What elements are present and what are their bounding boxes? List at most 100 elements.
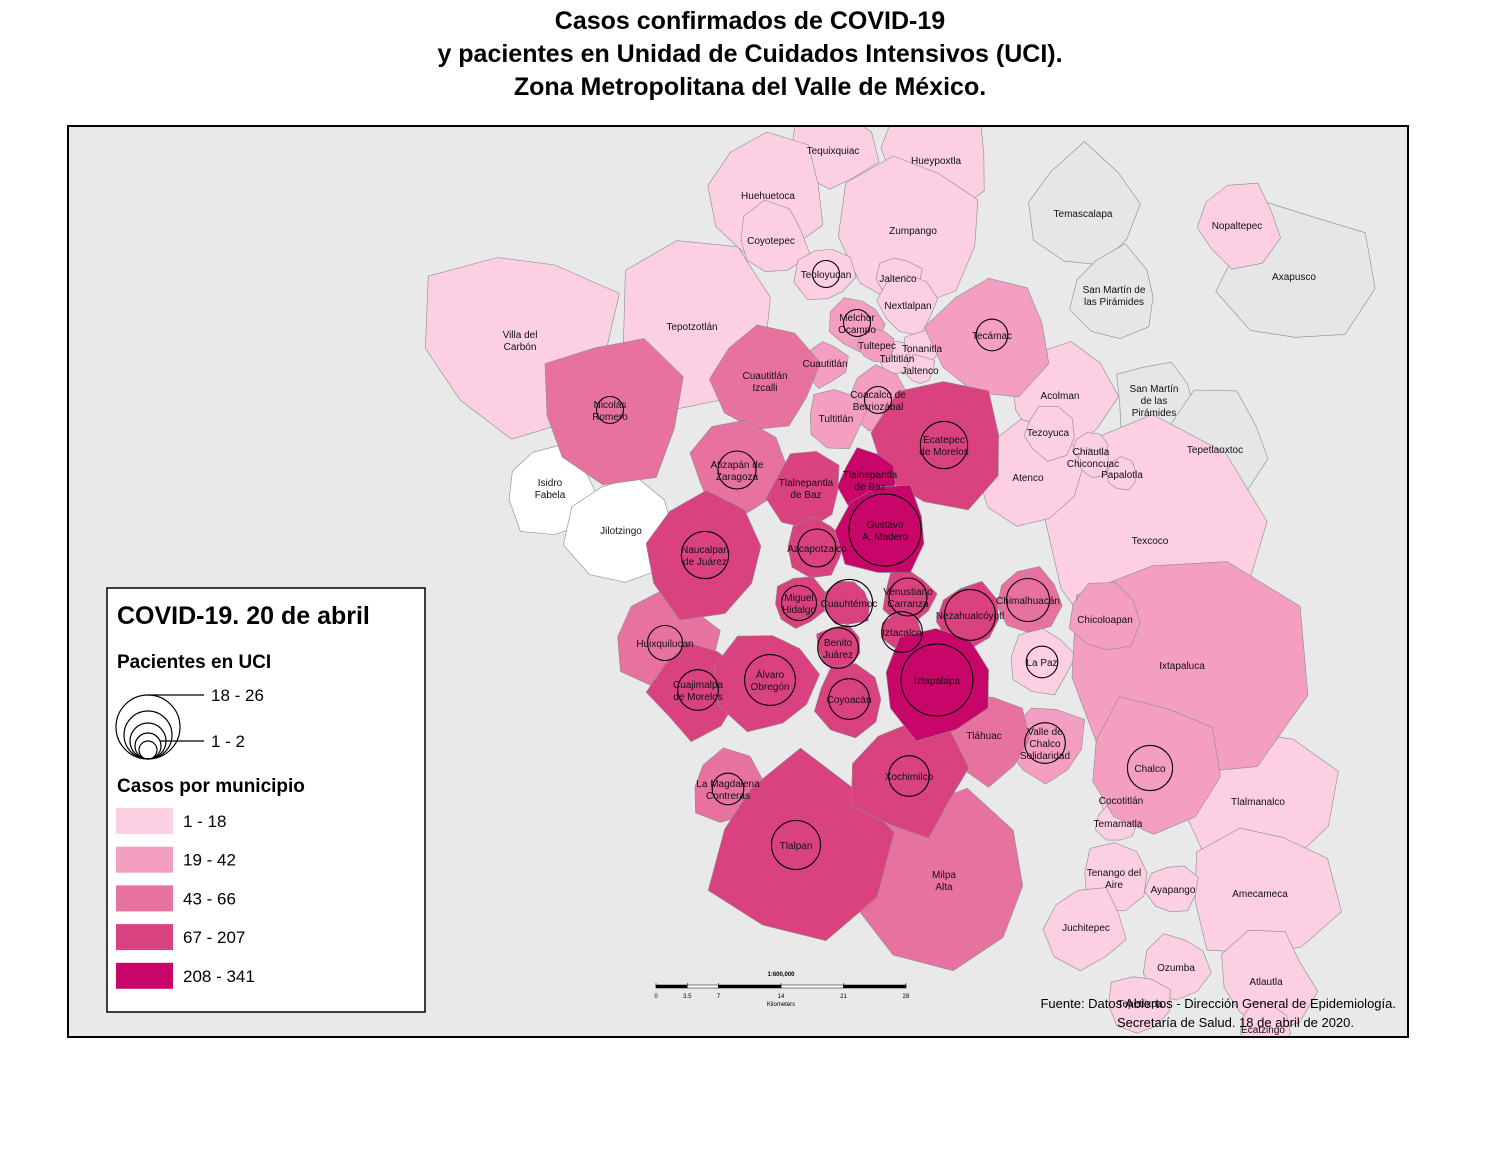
municipality-label: Zumpango [889,226,937,237]
uci-circle [828,678,870,720]
municipality-label: Ecatzingo [1241,1025,1285,1036]
municipality-label: La Magdalena [696,779,760,790]
municipality-area [809,389,868,450]
uci-max-label: 18 - 26 [211,686,264,705]
municipality-label: Atizapán de [711,460,764,471]
municipality-label: Huixquilucan [636,639,693,650]
municipality-label: Tepotzotlán [666,322,717,333]
municipality-area [1196,182,1281,270]
uci-circle [888,755,930,797]
source-line: Fuente: Datos Abiertos - Dirección Gener… [1040,996,1396,1011]
municipality-area [824,580,870,625]
municipality-area [563,476,675,583]
scale-segment [718,984,782,989]
municipality-area [924,277,1050,398]
municipality-label: Atlautla [1249,977,1283,988]
municipality-label: A. Madero [862,532,909,543]
municipality-area [850,722,970,839]
municipality-label: San Martín [1130,384,1179,395]
uci-circle [824,578,874,628]
map-frame [67,125,1409,1038]
municipality-label: Tecámac [972,331,1012,342]
municipality-label: Tenango del [1087,868,1142,879]
legend-swatch [116,885,173,912]
legend: COVID-19. 20 de abril Pacientes en UCI 1… [106,587,426,1013]
municipality-label: Obregón [751,682,790,693]
uci-circle [595,395,625,425]
municipality-label: de Baz [790,490,821,501]
municipality-label: Ozumba [1157,963,1195,974]
legend-heading: Pacientes en UCI [117,652,271,673]
municipality-label: Juárez [823,650,853,661]
municipality-label: Texcoco [1132,536,1169,547]
municipality-label: Tultitlán [880,354,915,365]
municipality-label: Chimalhuacán [996,596,1060,607]
municipality-area [1069,582,1141,651]
uci-circle [881,611,923,653]
municipality-label: Tonanitla [902,344,942,355]
municipality-label: Cuauhtémoc [821,599,878,610]
municipality-label: Coyoacán [826,695,871,706]
municipality-label: Aire [1105,880,1123,891]
scale-segment [780,984,844,989]
municipality-label: Atenco [1012,473,1044,484]
municipality-label: Acolman [1041,391,1080,402]
municipality-label: Chiconcuac [1067,459,1119,470]
uci-circle [797,528,837,568]
municipality-label: Ixtapaluca [1159,661,1205,672]
uci-circle [646,624,684,662]
municipality-area [645,490,762,621]
municipality-area [793,249,857,300]
uci-circle [717,450,757,490]
municipality-area [1042,887,1127,972]
legend-title: COVID-19. 20 de abril [117,602,370,630]
uci-circle [848,493,922,567]
municipality-area [1106,456,1137,491]
municipality-area [740,199,811,272]
municipality-label: Venustiano [883,587,933,598]
scale-tick-label: 0 [654,994,658,1000]
municipality-label: Juchitepec [1062,923,1110,934]
uci-circle [888,577,928,617]
scale-segment [687,984,719,989]
legend-class-label: 19 - 42 [183,851,236,870]
municipality-label: San Martín de [1083,285,1146,296]
municipality-label: Cocotitlán [1099,796,1143,807]
municipality-label: Álvaro [756,668,785,681]
uci-circle [1005,577,1051,623]
scale-tick-label: 21 [840,994,847,1000]
municipality-label: Hidalgo [782,605,816,616]
municipality-label: Tultepec [858,341,896,352]
municipality-area [1010,627,1077,696]
legend-swatch [116,924,173,951]
municipality-label: las Pirámides [1084,297,1144,308]
municipality-label: Tequixquiac [807,146,860,157]
municipality-label: Iztapalapa [914,676,961,687]
municipality-label: Azcapotzalco [787,544,847,555]
municipality-area [1108,976,1171,1034]
municipality-area [709,324,821,430]
municipality-label: Naucalpan [681,545,729,556]
uci-circle [863,385,893,415]
legend-classes: 1 - 18 19 - 42 43 - 66 67 - 207 208 - 341 [116,808,255,989]
legend-heading: Casos por municipio [117,776,305,797]
municipality-label: Chalco [1029,739,1061,750]
municipality-label: Cuautitlán [742,371,787,382]
municipality-label: Tlalnepantla [843,470,898,481]
municipality-areas [425,126,1376,1037]
municipality-area [1028,141,1141,266]
title-line: Casos confirmados de COVID-19 [555,7,945,35]
scale-segment [655,984,688,989]
uci-circles [595,259,1174,871]
municipality-area [1069,243,1154,339]
title-line: y pacientes en Unidad de Cuidados Intens… [437,40,1062,68]
municipality-label: Tezoyuca [1027,428,1070,439]
municipality-label: Axapusco [1272,272,1316,283]
uci-circle [842,308,872,338]
municipality-label: Ecatepec [923,435,965,446]
uci-circle [900,643,974,717]
legend-swatch [116,962,173,989]
uci-circle [677,669,719,711]
scale-ratio: 1:600,000 [767,972,795,978]
